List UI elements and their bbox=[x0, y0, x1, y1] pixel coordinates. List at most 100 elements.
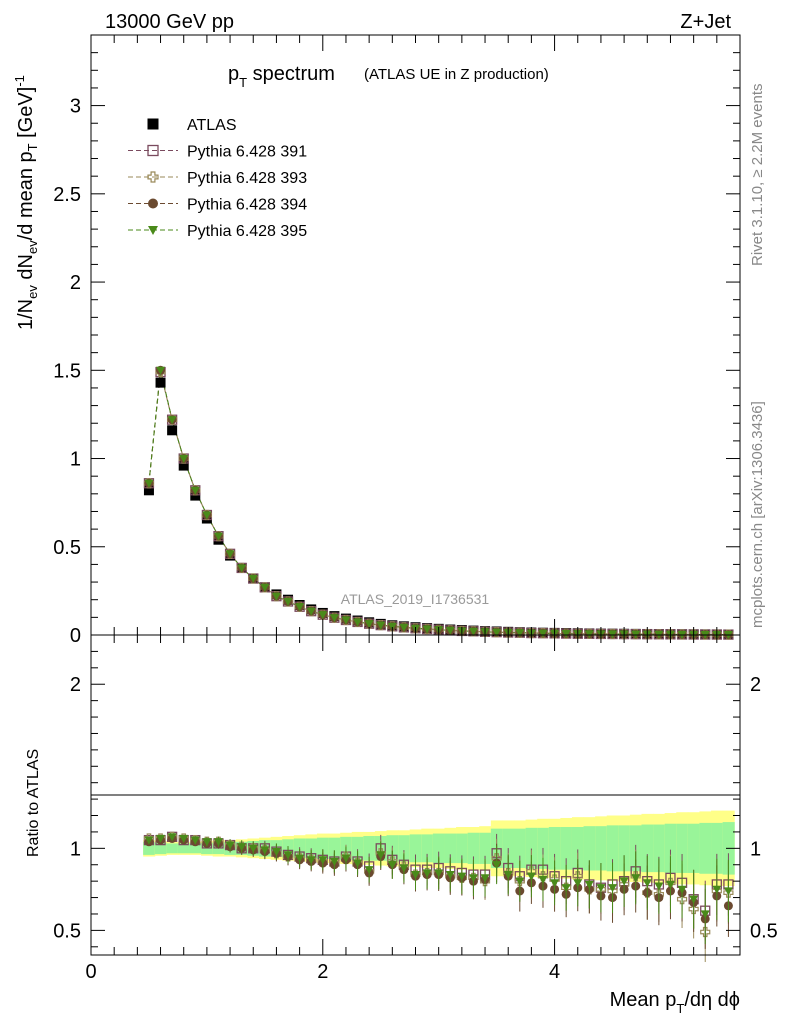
main-point bbox=[422, 625, 432, 634]
ratio-point bbox=[260, 846, 270, 855]
ratio-point bbox=[538, 875, 548, 885]
ratio-y-tick-label: 2 bbox=[70, 674, 81, 696]
main-point bbox=[584, 630, 594, 639]
header-process: Z+Jet bbox=[680, 11, 731, 33]
ratio-point bbox=[573, 879, 583, 888]
band-green-bin bbox=[432, 833, 445, 864]
band-green-bin bbox=[316, 837, 330, 859]
band-green-bin bbox=[664, 823, 677, 873]
main-point bbox=[492, 628, 502, 637]
ratio-point bbox=[515, 877, 525, 886]
ratio-point bbox=[156, 834, 166, 843]
ratio-data-points bbox=[143, 831, 734, 963]
main-y-tick-label: 0.5 bbox=[53, 537, 81, 559]
band-green-bin bbox=[467, 832, 480, 864]
band-green-bin bbox=[177, 843, 191, 854]
ratio-point bbox=[248, 844, 258, 853]
ratio-point bbox=[608, 884, 618, 893]
main-y-tick-label: 3 bbox=[70, 96, 81, 118]
ratio-point bbox=[364, 866, 374, 875]
legend-marker bbox=[147, 118, 159, 130]
plot-title: pT spectrum bbox=[228, 63, 335, 90]
x-tick-label: 4 bbox=[549, 961, 560, 983]
band-green-bin bbox=[653, 824, 666, 873]
ratio-point bbox=[237, 843, 247, 852]
ratio-point bbox=[445, 870, 455, 880]
main-point bbox=[608, 630, 618, 639]
ratio-point bbox=[329, 857, 339, 866]
ratio-point bbox=[387, 861, 397, 870]
ratio-point bbox=[700, 926, 711, 938]
ratio-point bbox=[202, 838, 212, 847]
band-green-bin bbox=[166, 843, 179, 854]
band-green-bin bbox=[595, 826, 608, 871]
analysis-watermark: ATLAS_2019_I1736531 bbox=[341, 591, 490, 607]
main-point bbox=[515, 629, 525, 638]
ratio-point bbox=[619, 877, 629, 886]
main-point bbox=[225, 550, 235, 559]
main-point bbox=[376, 621, 386, 630]
ratio-point bbox=[676, 894, 688, 905]
ratio-point bbox=[712, 885, 722, 894]
band-green-bin bbox=[514, 828, 527, 869]
main-point bbox=[353, 618, 363, 627]
main-point bbox=[538, 629, 548, 638]
legend-label: Pythia 6.428 394 bbox=[187, 197, 307, 214]
rivet-version-label: Rivet 3.1.10, ≥ 2.2M events bbox=[749, 84, 766, 267]
x-axis-label: Mean pT/dη dϕ bbox=[610, 989, 740, 1016]
legend-label: ATLAS bbox=[187, 117, 237, 134]
ratio-point bbox=[179, 834, 189, 843]
mcplots-label: mcplots.cern.ch [arXiv:1306.3436] bbox=[749, 401, 766, 628]
main-point bbox=[179, 454, 189, 464]
band-green-bin bbox=[479, 832, 492, 864]
ratio-point bbox=[700, 910, 710, 919]
band-green-bin bbox=[154, 842, 167, 855]
ratio-point bbox=[654, 882, 664, 891]
ratio-point bbox=[283, 851, 293, 860]
main-point bbox=[167, 416, 177, 425]
ratio-point bbox=[376, 851, 386, 860]
main-point bbox=[364, 620, 374, 629]
main-point bbox=[306, 607, 316, 616]
ratio-point bbox=[422, 869, 432, 878]
legend-label: Pythia 6.428 395 bbox=[187, 223, 307, 240]
legend-label: Pythia 6.428 393 bbox=[187, 170, 307, 187]
main-point bbox=[190, 486, 200, 495]
band-green-bin bbox=[583, 826, 596, 871]
band-green-bin bbox=[676, 823, 689, 873]
band-green-bin bbox=[618, 825, 631, 872]
title-sub: T bbox=[239, 75, 247, 90]
main-point bbox=[318, 611, 328, 620]
legend-marker bbox=[148, 198, 158, 209]
band-green-bin bbox=[398, 835, 411, 862]
main-point bbox=[399, 623, 409, 632]
band-green-bin bbox=[444, 833, 457, 864]
band-green-bin bbox=[456, 833, 469, 864]
ratio-y-tick-label-right: 2 bbox=[750, 674, 761, 696]
ratio-point bbox=[677, 885, 687, 894]
ratio-point bbox=[434, 869, 444, 878]
ratio-y-tick-label-right: 0.5 bbox=[750, 920, 778, 942]
ratio-point bbox=[526, 872, 536, 881]
upper-y-axis-label: 1/Nev dNev/d mean pT [GeV]-1 bbox=[12, 75, 40, 330]
main-point bbox=[387, 622, 397, 631]
ratio-y-tick-label-right: 1 bbox=[750, 838, 761, 860]
main-point bbox=[156, 366, 166, 375]
header-energy: 13000 GeV pp bbox=[105, 11, 234, 33]
ratio-point bbox=[295, 854, 305, 863]
main-y-tick-label: 1 bbox=[70, 449, 81, 471]
band-green-bin bbox=[606, 825, 619, 872]
ratio-point bbox=[596, 884, 606, 893]
main-point bbox=[202, 511, 212, 520]
ratio-point bbox=[411, 870, 420, 880]
ratio-point bbox=[144, 836, 154, 845]
ratio-point bbox=[480, 874, 490, 883]
main-point bbox=[468, 627, 478, 636]
main-y-tick-label: 2 bbox=[70, 272, 81, 294]
ratio-point bbox=[723, 887, 733, 896]
ratio-y-tick-label: 1 bbox=[70, 838, 81, 860]
main-point bbox=[237, 564, 247, 573]
band-green-bin bbox=[363, 836, 376, 861]
band-green-bin bbox=[560, 827, 573, 870]
